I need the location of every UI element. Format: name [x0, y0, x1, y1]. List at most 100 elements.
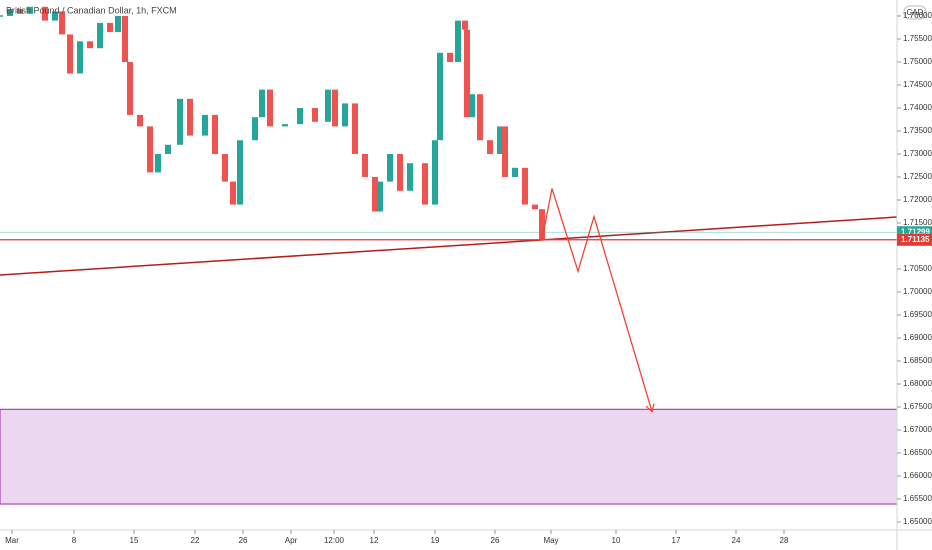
candle [407, 163, 413, 191]
y-tick-label: 1.75500 [903, 34, 932, 43]
candle [237, 140, 243, 205]
x-tick-label: 26 [239, 536, 248, 545]
candle [42, 6, 48, 21]
y-tick-label: 1.72500 [903, 172, 932, 181]
candle [187, 98, 193, 136]
candle [177, 98, 183, 145]
y-tick-label: 1.67500 [903, 402, 932, 411]
y-tick-label: 1.75000 [903, 57, 932, 66]
candle [342, 103, 348, 127]
candle [502, 126, 508, 177]
candle [297, 108, 303, 125]
candle [67, 34, 73, 74]
x-tick-label: 12 [370, 536, 379, 545]
y-tick-label: 1.65000 [903, 517, 932, 526]
candle [259, 89, 265, 118]
target-zone [0, 408, 898, 505]
candle [155, 154, 161, 173]
plot-area [0, 6, 898, 505]
trendline [0, 216, 898, 276]
currency: CAD [907, 8, 924, 17]
x-tick-label: Mar [5, 536, 19, 545]
candle [539, 209, 545, 240]
x-tick-label: 8 [72, 536, 77, 545]
candle [137, 114, 143, 127]
y-tick-label: 1.67000 [903, 425, 932, 434]
candle [267, 89, 273, 127]
candle [147, 126, 153, 173]
y-tick-label: 1.68000 [903, 379, 932, 388]
y-tick-label: 1.73000 [903, 149, 932, 158]
candle [230, 181, 236, 205]
candle [222, 154, 228, 182]
candle [59, 11, 65, 35]
candle [252, 117, 258, 141]
candle [447, 52, 453, 63]
candle [437, 52, 443, 141]
candle [464, 29, 470, 118]
candle [422, 163, 428, 205]
y-tick-label: 1.66500 [903, 448, 932, 457]
y-tick-label: 1.74500 [903, 80, 932, 89]
candle [477, 94, 483, 141]
candle [432, 140, 438, 205]
candle [469, 94, 475, 118]
candle [17, 9, 23, 14]
y-tick-label: 1.69500 [903, 310, 932, 319]
candle [487, 140, 493, 155]
chart-title: British Pound / Canadian Dollar, 1h, FXC… [6, 5, 177, 15]
level-label-box [897, 233, 932, 246]
candle [372, 176, 378, 212]
candle [377, 181, 383, 212]
y-tick-label: 1.72000 [903, 195, 932, 204]
y-tick-label: 1.68500 [903, 356, 932, 365]
candle [27, 6, 33, 14]
candle [87, 41, 93, 49]
arrow-head [645, 403, 655, 413]
candle [522, 167, 528, 205]
y-tick-label: 1.65500 [903, 494, 932, 503]
candle [212, 114, 218, 155]
candle [52, 11, 58, 21]
candle [362, 154, 368, 177]
candle [107, 22, 113, 33]
y-tick-label: 1.71500 [903, 218, 932, 227]
candle [532, 204, 538, 210]
level-label: 1.71135 [901, 235, 930, 244]
candle [462, 20, 468, 30]
x-tick-label: 15 [130, 536, 139, 545]
x-tick-label: 22 [191, 536, 200, 545]
y-tick-label: 1.73500 [903, 126, 932, 135]
candle [325, 89, 331, 122]
y-tick-label: 1.69000 [903, 333, 932, 342]
candle [455, 20, 461, 63]
candle [497, 126, 503, 155]
candle [387, 154, 393, 182]
candle [115, 16, 121, 33]
candle [97, 22, 103, 49]
candle [352, 103, 358, 155]
y-tick-label: 1.74000 [903, 103, 932, 112]
x-tick-label: 26 [491, 536, 500, 545]
candle [332, 89, 338, 127]
x-tick-label: 10 [612, 536, 621, 545]
candle [202, 114, 208, 136]
x-tick-label: May [543, 536, 558, 545]
candle [512, 167, 518, 177]
x-tick-label: Apr [285, 536, 298, 545]
candle [165, 144, 171, 155]
y-tick-label: 1.70500 [903, 264, 932, 273]
y-tick-label: 1.66000 [903, 471, 932, 480]
candle [7, 9, 13, 17]
candle [397, 154, 403, 191]
candle [122, 16, 128, 63]
current-price-label: 1.71299 [901, 227, 930, 236]
projection-path [541, 188, 653, 412]
y-tick-label: 1.76000 [903, 11, 932, 20]
x-tick-label: 28 [780, 536, 789, 545]
x-tick-label: 12:00 [324, 536, 345, 545]
x-tick-label: 24 [732, 536, 741, 545]
currency-badge [903, 5, 927, 20]
candle [127, 62, 133, 115]
